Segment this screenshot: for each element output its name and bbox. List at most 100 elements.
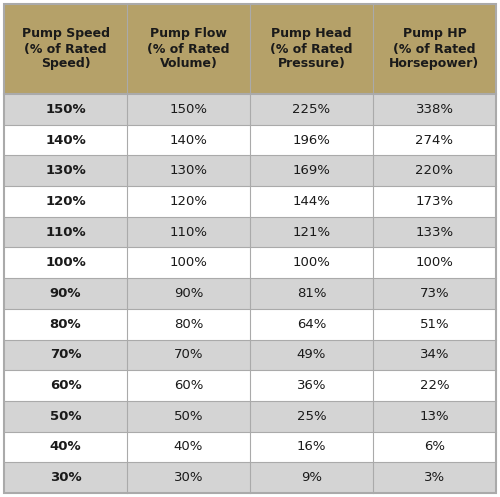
Bar: [127, 431, 250, 462]
Bar: [127, 125, 250, 156]
Text: 90%: 90%: [50, 287, 81, 300]
Bar: [250, 186, 373, 217]
Bar: [250, 370, 373, 401]
Text: 81%: 81%: [297, 287, 326, 300]
Text: 100%: 100%: [45, 256, 86, 269]
Bar: [250, 401, 373, 431]
Bar: [373, 401, 496, 431]
Bar: [4, 462, 127, 493]
Text: 25%: 25%: [296, 410, 326, 423]
Bar: [250, 217, 373, 248]
Text: 9%: 9%: [301, 471, 322, 484]
Text: 150%: 150%: [170, 103, 207, 116]
Text: 50%: 50%: [50, 410, 81, 423]
Text: 13%: 13%: [420, 410, 450, 423]
Bar: [4, 401, 127, 431]
Text: 133%: 133%: [416, 226, 454, 239]
Bar: [373, 309, 496, 339]
Bar: [4, 309, 127, 339]
Bar: [250, 309, 373, 339]
Text: 80%: 80%: [50, 318, 82, 331]
Text: 40%: 40%: [174, 440, 203, 453]
Text: 144%: 144%: [292, 195, 331, 208]
Bar: [127, 94, 250, 125]
Bar: [373, 431, 496, 462]
Text: 196%: 196%: [292, 134, 331, 147]
Bar: [250, 278, 373, 309]
Bar: [4, 339, 127, 370]
Bar: [250, 431, 373, 462]
Text: 120%: 120%: [45, 195, 86, 208]
Bar: [127, 4, 250, 94]
Text: 70%: 70%: [174, 348, 203, 361]
Text: 80%: 80%: [174, 318, 203, 331]
Bar: [127, 278, 250, 309]
Bar: [4, 278, 127, 309]
Text: 60%: 60%: [50, 379, 82, 392]
Text: 73%: 73%: [420, 287, 450, 300]
Bar: [373, 186, 496, 217]
Bar: [250, 248, 373, 278]
Text: 50%: 50%: [174, 410, 203, 423]
Text: 49%: 49%: [297, 348, 326, 361]
Bar: [250, 339, 373, 370]
Text: 169%: 169%: [292, 164, 331, 177]
Text: 51%: 51%: [420, 318, 450, 331]
Text: 30%: 30%: [50, 471, 82, 484]
Text: 110%: 110%: [170, 226, 207, 239]
Text: 130%: 130%: [170, 164, 207, 177]
Text: 40%: 40%: [50, 440, 82, 453]
Bar: [4, 370, 127, 401]
Bar: [4, 125, 127, 156]
Bar: [127, 462, 250, 493]
Text: 90%: 90%: [174, 287, 203, 300]
Bar: [127, 248, 250, 278]
Text: 274%: 274%: [416, 134, 454, 147]
Bar: [373, 94, 496, 125]
Text: 110%: 110%: [45, 226, 86, 239]
Bar: [4, 248, 127, 278]
Bar: [250, 94, 373, 125]
Bar: [373, 278, 496, 309]
Bar: [373, 4, 496, 94]
Bar: [373, 462, 496, 493]
Text: 34%: 34%: [420, 348, 449, 361]
Text: 120%: 120%: [170, 195, 207, 208]
Text: 173%: 173%: [416, 195, 454, 208]
Bar: [127, 401, 250, 431]
Text: 70%: 70%: [50, 348, 81, 361]
Bar: [250, 125, 373, 156]
Bar: [250, 156, 373, 186]
Text: Pump HP
(% of Rated
Horsepower): Pump HP (% of Rated Horsepower): [390, 27, 480, 71]
Bar: [127, 217, 250, 248]
Text: Pump Head
(% of Rated
Pressure): Pump Head (% of Rated Pressure): [270, 27, 353, 71]
Bar: [373, 370, 496, 401]
Bar: [4, 156, 127, 186]
Bar: [127, 156, 250, 186]
Text: 3%: 3%: [424, 471, 445, 484]
Bar: [4, 217, 127, 248]
Text: 140%: 140%: [170, 134, 207, 147]
Text: 220%: 220%: [416, 164, 454, 177]
Bar: [373, 156, 496, 186]
Text: 100%: 100%: [170, 256, 207, 269]
Text: 130%: 130%: [45, 164, 86, 177]
Bar: [250, 462, 373, 493]
Bar: [373, 339, 496, 370]
Text: 150%: 150%: [45, 103, 86, 116]
Bar: [127, 370, 250, 401]
Bar: [4, 4, 127, 94]
Text: 100%: 100%: [292, 256, 331, 269]
Bar: [4, 431, 127, 462]
Text: 16%: 16%: [297, 440, 326, 453]
Text: Pump Flow
(% of Rated
Volume): Pump Flow (% of Rated Volume): [147, 27, 230, 71]
Text: 60%: 60%: [174, 379, 203, 392]
Text: 121%: 121%: [292, 226, 331, 239]
Text: 64%: 64%: [297, 318, 326, 331]
Bar: [127, 309, 250, 339]
Bar: [127, 339, 250, 370]
Text: 140%: 140%: [45, 134, 86, 147]
Bar: [373, 248, 496, 278]
Text: 30%: 30%: [174, 471, 203, 484]
Bar: [373, 125, 496, 156]
